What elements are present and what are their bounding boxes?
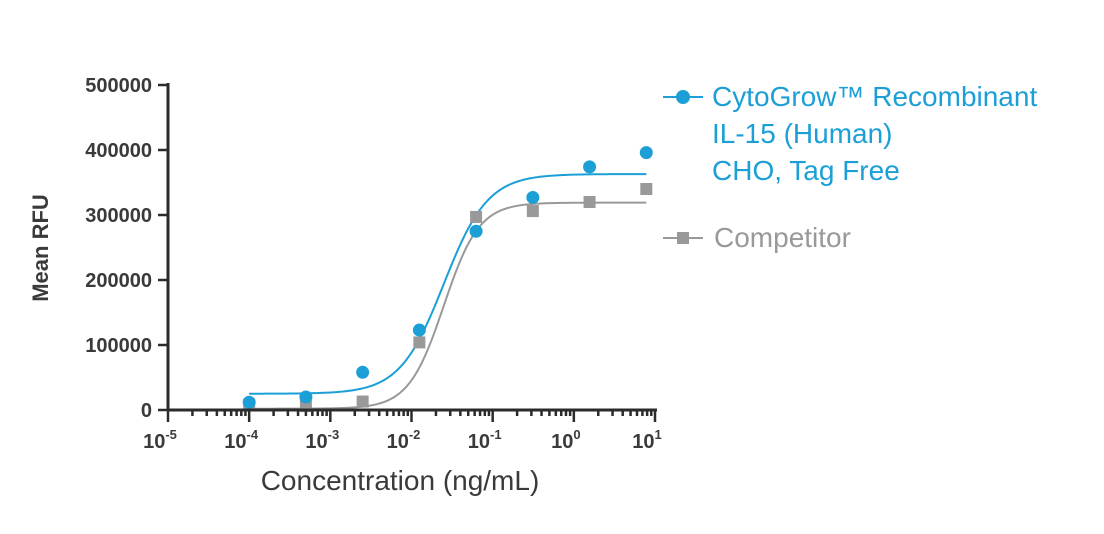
data-point-square: [583, 196, 596, 208]
data-point-square: [356, 395, 369, 408]
legend: CytoGrow™ Recombinant IL-15 (Human) CHO, T…: [663, 81, 1037, 253]
y-axis-label: Mean RFU: [28, 194, 53, 302]
y-tick-label: 500000: [85, 75, 152, 97]
data-point-square: [470, 210, 483, 223]
y-tick-label: 100000: [85, 335, 152, 357]
data-point-circle: [639, 146, 653, 160]
y-tick-label: 200000: [85, 270, 152, 292]
x-tick-label: 10-4: [224, 427, 259, 453]
legend-entry-series-2: Competitor: [663, 222, 851, 253]
x-axis-label: Concentration (ng/mL): [261, 465, 540, 496]
legend-label: IL-15 (Human): [712, 118, 893, 149]
legend-marker-circle: [676, 90, 690, 104]
data-point-square: [413, 336, 426, 349]
y-tick-label: 0: [141, 400, 152, 422]
x-tick-label: 100: [551, 427, 580, 453]
x-tick-label: 10-3: [305, 427, 339, 453]
legend-marker-square: [677, 232, 689, 244]
x-tick-label: 101: [632, 427, 661, 453]
x-tick-label: 10-2: [387, 427, 421, 453]
data-point-circle: [299, 390, 313, 404]
legend-label: Competitor: [714, 222, 851, 253]
data-point-square: [640, 183, 653, 195]
legend-label: CytoGrow™ Recombinant: [712, 81, 1037, 112]
x-tick-label: 10-1: [468, 427, 502, 453]
y-tick-label: 400000: [85, 140, 152, 162]
data-point-circle: [526, 190, 540, 204]
data-point-circle: [242, 395, 256, 409]
data-point-circle: [356, 365, 370, 379]
x-tick-label: 10-5: [143, 427, 177, 453]
data-point-circle: [469, 224, 483, 238]
data-point-circle: [412, 323, 426, 337]
data-point-circle: [583, 160, 597, 174]
y-tick-label: 300000: [85, 205, 152, 227]
fit-curve-series-2: [249, 201, 647, 410]
fit-curve-series-1: [249, 173, 647, 395]
legend-entry-series-1: CytoGrow™ Recombinant IL-15 (Human) CHO, T…: [663, 81, 1037, 186]
legend-label: CHO, Tag Free: [712, 155, 900, 186]
data-point-square: [526, 205, 539, 218]
